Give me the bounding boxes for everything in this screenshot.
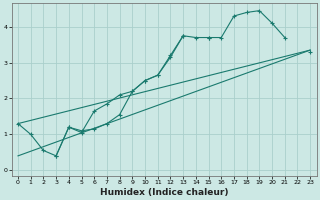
X-axis label: Humidex (Indice chaleur): Humidex (Indice chaleur) [100, 188, 228, 197]
